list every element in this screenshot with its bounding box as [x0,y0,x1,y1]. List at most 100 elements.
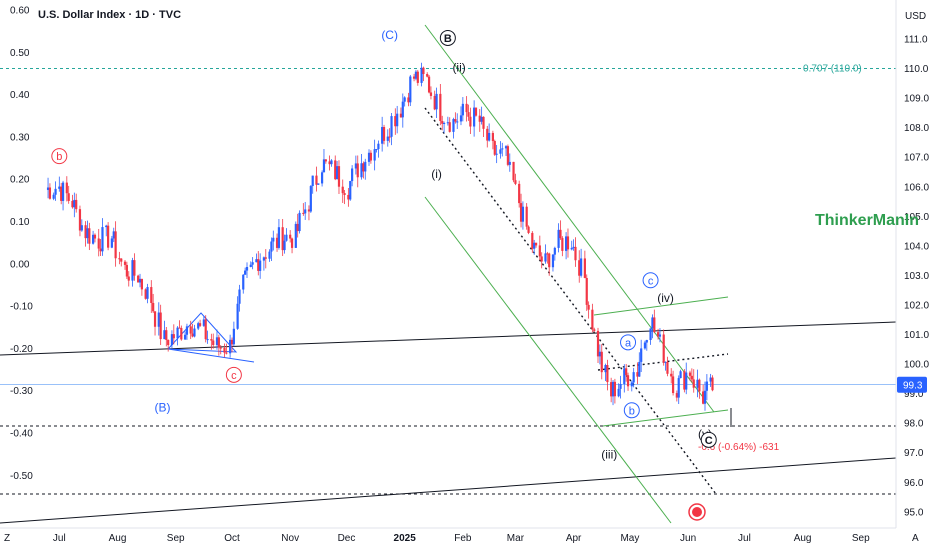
candle-body [165,330,168,341]
wave-label: C [705,435,713,447]
time-tick-label: Sep [167,533,185,544]
price-tick-label: 107.0 [904,153,929,164]
candle-body [591,309,594,330]
chart-title: U.S. Dollar Index · 1D · TVC [38,9,182,21]
time-tick-label: May [620,533,639,544]
candle-body [65,182,68,194]
candle-body [559,229,562,239]
candle-body [698,379,701,392]
candle-body [61,182,65,201]
candle-body [386,136,389,141]
candle-body [553,247,556,255]
candle-body [600,351,603,373]
candle-body [469,116,472,127]
candle-body [388,136,391,138]
candle-body [244,270,247,275]
price-tick-label: 110.0 [904,64,929,75]
wave-label-circle [642,272,659,289]
left-tick-label: 0.30 [10,132,30,143]
candle-body [422,67,425,75]
candle-body [304,209,307,214]
candle-body [107,225,110,248]
candle-body [407,97,410,103]
candle-body [290,238,294,248]
price-axis[interactable]: USD 111.0 110.0 109.0 108.0 107.0 106.0 105.0 10… [895,0,932,550]
candle-body [429,92,433,96]
candle-body [133,260,136,276]
candle-body [514,180,517,184]
candle-body [610,382,613,397]
candle-body [242,274,245,290]
candle-body [593,329,596,331]
candle-body [565,236,568,251]
candle-body [317,183,320,185]
candle-body [270,241,273,252]
candle-body [232,328,235,345]
time-tick-label: Aug [794,533,812,544]
candle-body [229,339,232,354]
price-tick-label: 102.0 [904,300,929,311]
candle-body [347,194,350,200]
time-axis[interactable]: Jul Aug Sep Oct Nov Dec 2025 Feb Mar Apr May Jun Jul… [0,527,919,544]
candle-body [343,193,346,195]
wave-label-circle [623,402,640,419]
candle-body [137,275,140,283]
candle-body [131,260,134,281]
channel-line [602,409,729,427]
candle-body [412,76,416,79]
candle-body [606,365,609,383]
candle-body [210,339,213,341]
candle-body [302,212,305,214]
candle-body [138,278,142,283]
candle-body [488,132,491,141]
trend-line [0,457,897,524]
candle-body [127,276,130,281]
channel-line [424,196,672,524]
candle-body [105,225,108,228]
candle-body [185,326,189,335]
candle-body [399,113,403,118]
watermark-text: ThinkerManIn [815,212,920,229]
candle-body [645,339,648,343]
candle-body [499,149,502,154]
candle-body [611,381,615,397]
candle-body [525,206,528,227]
candle-body [337,166,341,187]
candle-body [54,188,57,195]
candle-body [580,258,583,276]
candle-body [630,382,633,387]
candle-body [238,289,241,304]
candle-body [566,236,570,250]
candle-body [478,115,481,122]
time-tick-label: Jul [53,533,66,544]
candle-body [414,71,418,79]
wave-label: (ii) [452,61,465,75]
candle-body [636,372,639,377]
candle-body [583,258,586,278]
candle-body [427,76,431,93]
candle-body [572,246,575,248]
candle-body [170,334,174,346]
candle-body [382,127,386,141]
candle-body [351,168,354,182]
price-tick-label: 111.0 [904,35,928,46]
candle-body [71,200,74,208]
candle-body [640,348,643,362]
candle-body [531,232,534,249]
candle-body [296,223,299,232]
candle-body [486,128,489,141]
candle-body [491,132,494,142]
candle-body [360,163,363,178]
candle-body [328,161,331,165]
candle-body [334,160,337,180]
candle-body [215,337,219,345]
candle-body [283,240,286,251]
candle-body [459,115,463,122]
trend-line [0,321,897,356]
candle-body [664,361,667,363]
candle-body [80,225,83,231]
candle-body [626,375,630,387]
candle-body [501,148,504,150]
candle-body [461,103,464,116]
